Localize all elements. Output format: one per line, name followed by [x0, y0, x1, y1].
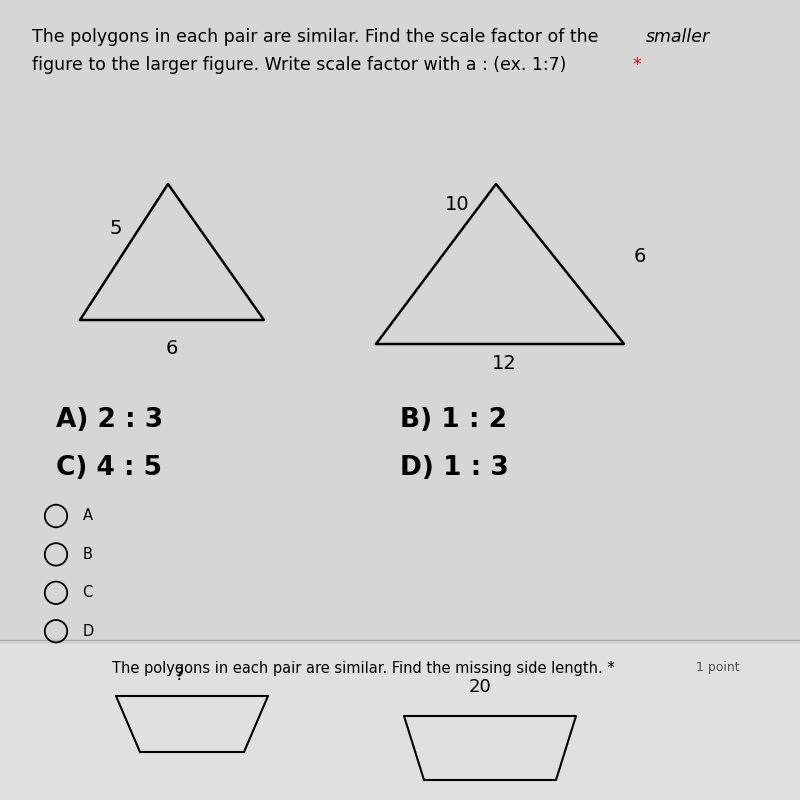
Text: 20: 20	[469, 678, 491, 696]
Text: D) 1 : 3: D) 1 : 3	[400, 455, 509, 481]
Text: B: B	[82, 547, 92, 562]
Text: 12: 12	[492, 354, 516, 374]
Text: figure to the larger figure. Write scale factor with a : (ex. 1:7): figure to the larger figure. Write scale…	[32, 56, 572, 74]
Text: The polygons in each pair are similar. Find the scale factor of the: The polygons in each pair are similar. F…	[32, 28, 604, 46]
Text: D: D	[82, 624, 94, 638]
Text: A) 2 : 3: A) 2 : 3	[56, 407, 163, 433]
Text: A: A	[82, 509, 93, 523]
Text: smaller: smaller	[646, 28, 710, 46]
Text: 6: 6	[166, 338, 178, 358]
Text: 10: 10	[446, 194, 470, 214]
Text: *: *	[632, 56, 641, 74]
Text: C: C	[82, 586, 93, 600]
Text: C) 4 : 5: C) 4 : 5	[56, 455, 162, 481]
Text: ?: ?	[175, 666, 185, 684]
Text: 6: 6	[634, 246, 646, 266]
Text: B) 1 : 2: B) 1 : 2	[400, 407, 507, 433]
Text: 5: 5	[110, 218, 122, 238]
Bar	[0, 644, 800, 800]
Text: 1 point: 1 point	[696, 662, 740, 674]
Bar	[0, 0, 800, 644]
Text: The polygons in each pair are similar. Find the missing side length. *: The polygons in each pair are similar. F…	[112, 661, 614, 675]
